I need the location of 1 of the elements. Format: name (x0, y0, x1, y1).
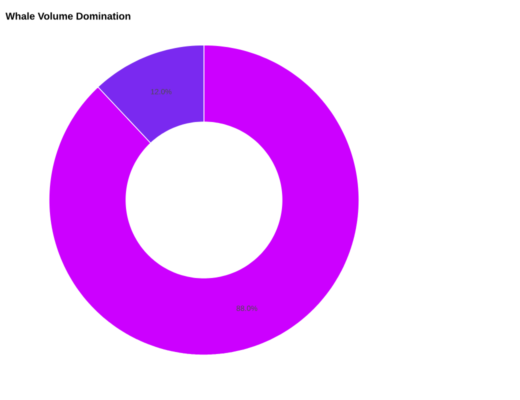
chart-title: Whale Volume Domination (6, 12, 130, 20)
